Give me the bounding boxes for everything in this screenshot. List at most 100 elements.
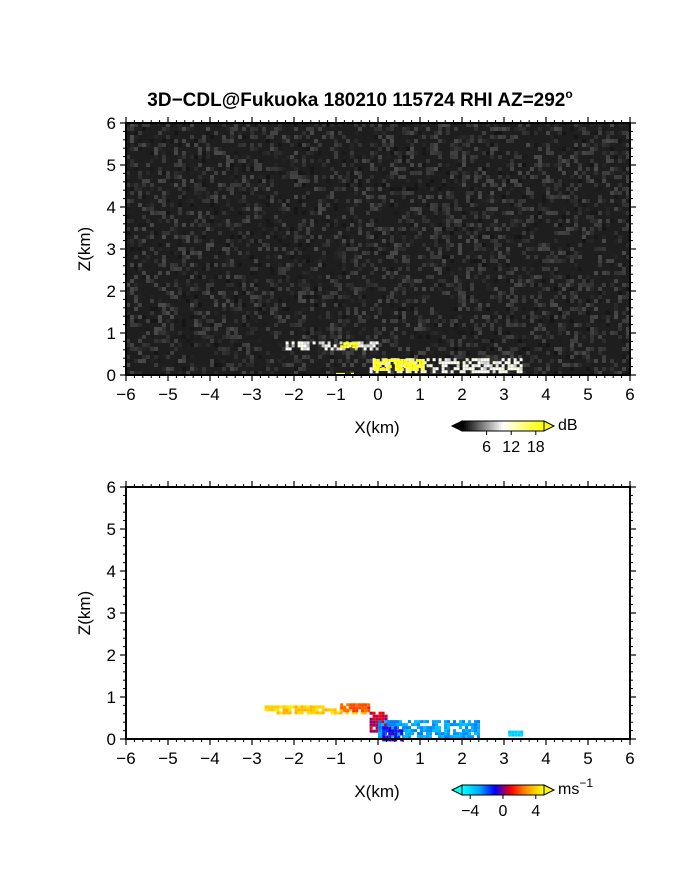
- noise-cell: [338, 187, 342, 191]
- noise-cell: [370, 147, 374, 151]
- noise-cell: [326, 291, 330, 295]
- noise-cell: [490, 135, 494, 139]
- noise-cell: [402, 307, 406, 311]
- noise-cell: [234, 123, 238, 127]
- reflectivity-echo-cell: [495, 364, 499, 368]
- noise-cell: [138, 227, 142, 231]
- velocity-echo-cell: [369, 717, 373, 721]
- noise-cell: [570, 255, 574, 259]
- noise-cell: [262, 307, 266, 311]
- noise-cell: [222, 287, 226, 291]
- noise-cell: [198, 163, 202, 167]
- colorbar-segment: [492, 421, 496, 431]
- noise-cell: [290, 267, 294, 271]
- reflectivity-echo-cell: [453, 358, 457, 362]
- noise-cell: [186, 199, 190, 203]
- noise-cell: [534, 175, 538, 179]
- noise-cell: [494, 359, 498, 363]
- velocity-echo-cell: [417, 720, 420, 724]
- noise-cell: [318, 339, 322, 343]
- noise-cell: [386, 243, 390, 247]
- noise-cell: [430, 351, 434, 355]
- velocity-echo-cell: [276, 711, 280, 715]
- noise-cell: [174, 171, 178, 175]
- noise-cell: [350, 159, 354, 163]
- noise-cell: [230, 183, 234, 187]
- noise-cell: [338, 283, 342, 287]
- noise-cell: [314, 267, 318, 271]
- noise-cell: [190, 299, 194, 303]
- noise-cell: [330, 367, 334, 371]
- reflectivity-echo-cell: [300, 344, 304, 348]
- noise-cell: [394, 259, 398, 263]
- noise-cell: [294, 139, 298, 143]
- noise-cell: [334, 131, 338, 135]
- noise-cell: [534, 155, 538, 159]
- reflectivity-echo-cell: [421, 359, 425, 362]
- noise-cell: [394, 203, 398, 207]
- noise-cell: [342, 215, 346, 219]
- noise-cell: [418, 131, 422, 135]
- reflectivity-echo-cell: [324, 347, 328, 351]
- noise-cell: [134, 235, 138, 239]
- noise-cell: [430, 235, 434, 239]
- noise-cell: [126, 175, 130, 179]
- noise-cell: [374, 203, 378, 207]
- noise-cell: [150, 187, 154, 191]
- noise-cell: [458, 167, 462, 171]
- noise-cell: [542, 311, 546, 315]
- noise-cell: [302, 179, 306, 183]
- noise-cell: [282, 211, 286, 215]
- noise-cell: [346, 123, 350, 127]
- noise-cell: [210, 227, 214, 231]
- noise-cell: [294, 295, 298, 299]
- noise-cell: [586, 331, 590, 335]
- noise-cell: [482, 339, 486, 343]
- noise-cell: [446, 195, 450, 199]
- velocity-echo-cell: [381, 720, 385, 724]
- noise-cell: [418, 127, 422, 131]
- noise-cell: [246, 183, 250, 187]
- noise-cell: [154, 195, 158, 199]
- noise-cell: [578, 167, 582, 171]
- noise-cell: [434, 343, 438, 347]
- noise-cell: [602, 251, 606, 255]
- noise-cell: [162, 139, 166, 143]
- noise-cell: [618, 327, 622, 331]
- noise-cell: [310, 331, 314, 335]
- noise-cell: [462, 163, 466, 167]
- noise-cell: [426, 259, 430, 263]
- noise-cell: [570, 295, 574, 299]
- noise-cell: [254, 187, 258, 191]
- noise-cell: [418, 247, 422, 251]
- noise-cell: [550, 283, 554, 287]
- reflectivity-echo-cell: [303, 344, 307, 348]
- noise-cell: [418, 179, 422, 183]
- noise-cell: [594, 219, 598, 223]
- noise-cell: [462, 167, 466, 171]
- noise-cell: [142, 275, 146, 279]
- noise-cell: [210, 283, 214, 287]
- noise-cell: [330, 239, 334, 243]
- noise-cell: [626, 219, 630, 223]
- noise-cell: [170, 203, 174, 207]
- noise-cell: [286, 243, 290, 247]
- noise-cell: [354, 251, 358, 255]
- noise-cell: [334, 199, 338, 203]
- noise-cell: [534, 367, 538, 371]
- reflectivity-echo-cell: [327, 344, 331, 348]
- velocity-echo-cell: [396, 726, 399, 730]
- noise-cell: [374, 151, 378, 155]
- noise-cell: [146, 235, 150, 239]
- noise-cell: [526, 247, 530, 251]
- noise-cell: [278, 287, 282, 291]
- noise-cell: [354, 323, 358, 327]
- noise-cell: [498, 151, 502, 155]
- noise-cell: [338, 287, 342, 291]
- noise-cell: [226, 243, 230, 247]
- noise-cell: [494, 143, 498, 147]
- noise-cell: [354, 359, 358, 363]
- noise-cell: [158, 287, 162, 291]
- noise-cell: [274, 191, 278, 195]
- noise-cell: [310, 171, 314, 175]
